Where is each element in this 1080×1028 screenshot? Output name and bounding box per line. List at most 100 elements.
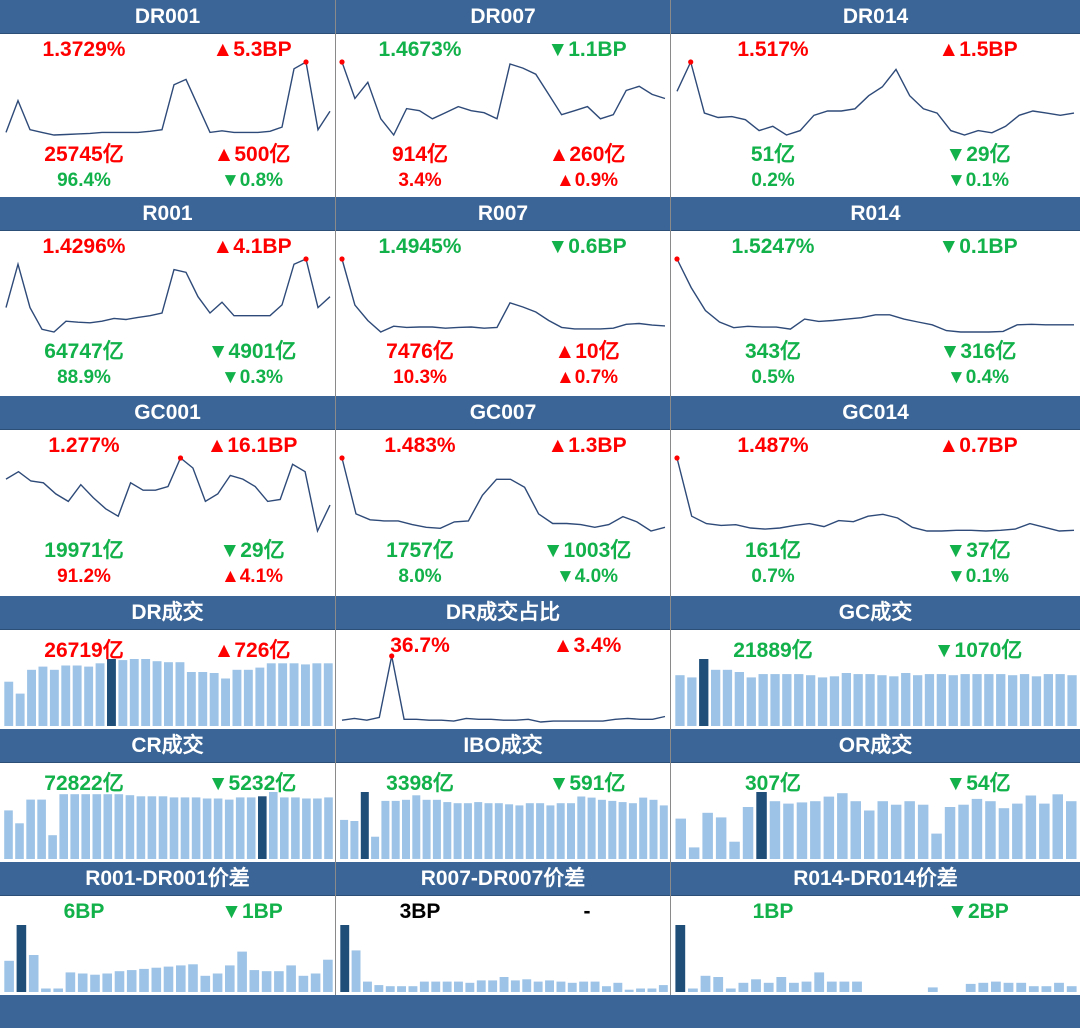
bar [198,672,208,726]
bar [998,808,1010,859]
bar [37,799,46,859]
bar [913,675,923,726]
footer-bar [0,995,1080,1028]
bar [901,673,911,726]
bar [28,955,39,992]
line-chart [674,455,1075,532]
bar [49,669,59,726]
panel-gc001-6: GC001 1.277% ▲16.1BP 19971亿 ▼29亿 91.2% ▲4.1% [0,396,336,596]
bar [965,983,976,992]
rate-value: 1.5247% [731,235,815,258]
bar [419,981,429,992]
bar [1054,982,1064,992]
bar [255,667,265,726]
share-value: 88.9% [57,367,111,388]
volume-value: 914亿 [391,143,449,166]
bar [505,804,514,859]
panel-title: DR014 [671,0,1080,34]
bar [944,807,956,859]
bar [675,818,686,859]
bar [465,982,475,992]
bar [602,986,611,992]
bar [129,659,139,726]
series-line [676,59,1075,136]
bar [577,796,586,859]
bar [298,975,309,992]
volume-change: ▼1003亿 [542,539,632,562]
bar [278,663,288,726]
volume-change: ▲260亿 [548,143,626,166]
bar [286,965,296,992]
bar [751,979,761,992]
bar [817,677,828,726]
bar [649,799,658,859]
latest-point-marker [303,59,309,65]
rate-value: 1.3729% [42,38,126,61]
panel-title: GC014 [671,396,1080,430]
bar [70,794,79,859]
rate-value: 1.4673% [378,38,462,61]
volume-change: ▲500亿 [213,143,291,166]
share-change: ▼0.3% [220,367,284,388]
bar [948,675,958,726]
bar [806,675,816,726]
share-change: ▼0.4% [946,367,1010,388]
bar [853,674,863,726]
share-change: ▼0.8% [220,170,284,191]
rate-change: ▼54亿 [945,772,1011,795]
bar [476,980,486,992]
bar [443,802,452,859]
bar [289,663,299,726]
line-chart [5,455,331,534]
volume-change: ▼316亿 [939,340,1017,363]
bar [864,810,875,859]
rate-value: 1BP [752,900,794,923]
rate-change: ▲16.1BP [206,434,298,457]
bar [713,977,724,992]
bar [340,819,349,859]
bar [454,981,463,992]
bar [742,807,754,859]
panel-title: CR成交 [0,729,335,763]
rate-change: ▼2BP [947,900,1009,923]
bar [734,672,744,726]
share-change: ▲0.9% [555,170,619,191]
bar [488,980,498,992]
bar [302,798,311,859]
share-value: 0.2% [751,170,795,191]
panel-title: R001 [0,197,335,231]
bar [763,982,774,992]
bar [823,796,835,859]
rate-value: 1.4945% [378,235,462,258]
bar [675,675,685,726]
bar [391,800,400,859]
share-change: ▼0.1% [946,170,1010,191]
bar [794,674,804,726]
bar [147,796,157,859]
bar [72,665,82,726]
panel-or--14: OR成交 307亿 ▼54亿 [671,729,1080,862]
bar [647,988,657,992]
bar [984,674,994,726]
line-chart [5,59,331,136]
latest-point-marker [177,455,184,461]
bar [810,801,821,859]
bar [291,797,300,859]
bar [141,659,151,726]
panel-title: R014 [671,197,1080,231]
series-line [341,61,666,137]
bar [758,674,768,726]
bar [363,981,372,992]
panel-title: R014-DR014价差 [671,862,1080,896]
series-line [5,60,331,136]
bar [431,981,441,992]
bar [125,795,135,859]
bar [636,988,645,992]
bar [163,966,174,992]
panel-cr--12: CR成交 72822亿 ▼5232亿 [0,729,336,862]
rate-value: 21889亿 [733,639,813,662]
bar [225,965,235,992]
bar [381,800,390,859]
bar [191,797,201,859]
panel-title: GC成交 [671,596,1080,630]
